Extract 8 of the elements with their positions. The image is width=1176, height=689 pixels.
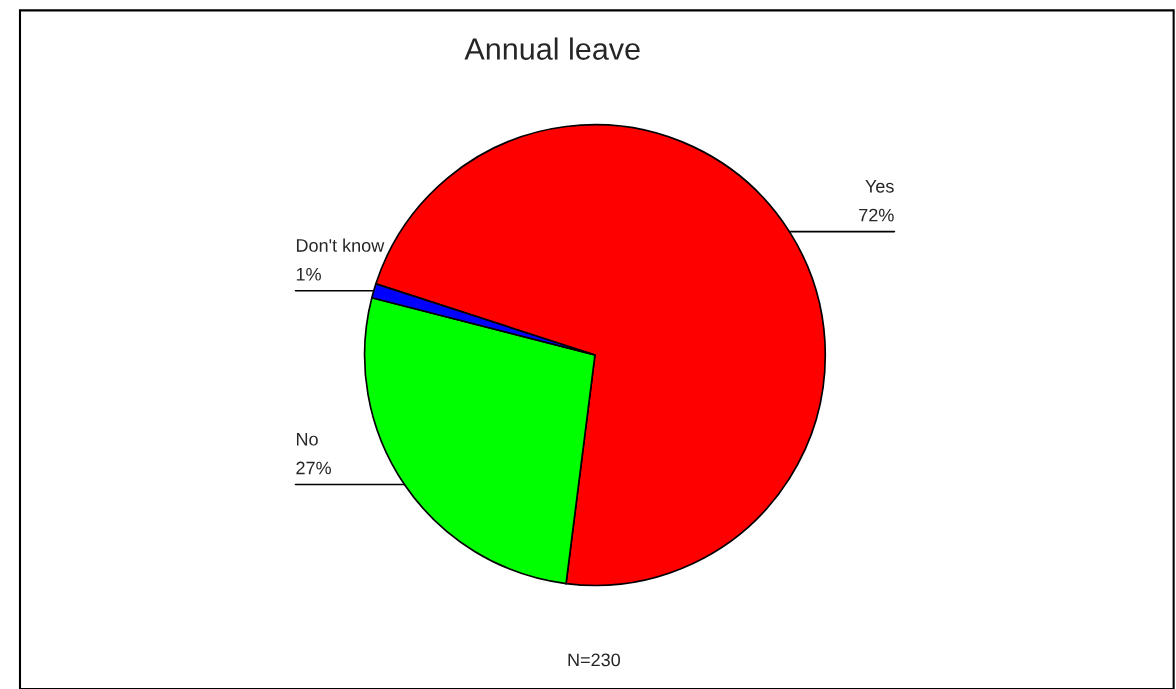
slice-label: No: [296, 433, 318, 446]
text: N=230: [568, 653, 621, 667]
chart-title: Annual leave: [464, 37, 640, 60]
data-label: 72%: [859, 208, 894, 222]
data-label: 1%: [296, 267, 321, 281]
data-label: 27%: [296, 461, 331, 475]
slice-label: Don't know: [296, 238, 385, 252]
slice-label: Yes: [865, 180, 894, 193]
